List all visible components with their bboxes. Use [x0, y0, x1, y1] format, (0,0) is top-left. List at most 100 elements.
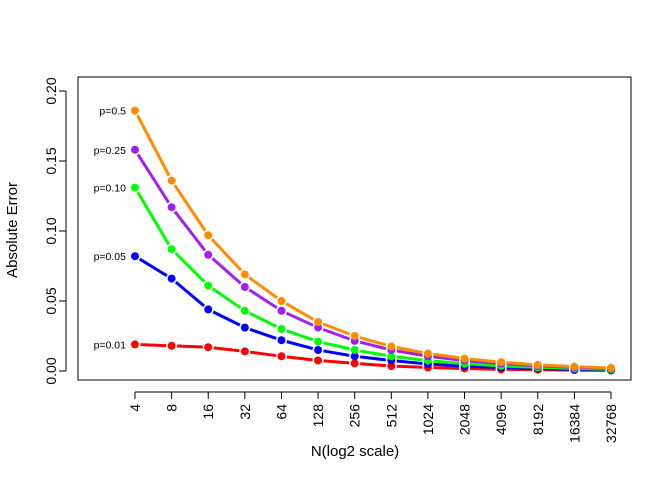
- data-point: [350, 359, 359, 368]
- data-point: [204, 250, 213, 259]
- series-line-segment: [359, 355, 387, 362]
- series-line-segment: [210, 238, 243, 272]
- data-point: [167, 176, 176, 185]
- data-point: [607, 363, 615, 372]
- x-axis: 4 8 16 32 64 128 256 512 1024 2048 4096 8192 16384 32…: [127, 391, 619, 443]
- data-point: [131, 340, 139, 349]
- data-point: [131, 252, 139, 261]
- series-line-segment: [469, 364, 496, 369]
- data-point: [277, 352, 286, 361]
- series-line-segment: [136, 114, 171, 177]
- series-line-segment: [249, 327, 277, 340]
- data-point: [314, 337, 323, 346]
- data-point: [131, 183, 139, 192]
- series-line-segment: [469, 359, 496, 365]
- data-point: [460, 354, 469, 363]
- data-point: [277, 306, 286, 315]
- series-line-segment: [360, 362, 386, 368]
- y-tick-label: 0.05: [43, 287, 59, 314]
- series-line-segment: [138, 257, 168, 278]
- data-point: [350, 346, 359, 354]
- series-label: p=0.25: [94, 145, 127, 157]
- data-point: [204, 281, 213, 290]
- data-point: [204, 305, 213, 314]
- series-label: p=0.5: [99, 106, 126, 118]
- data-point: [167, 274, 176, 283]
- series-p-0-01: [131, 340, 615, 375]
- series-label: p=0.05: [94, 251, 127, 263]
- series-line-segment: [322, 328, 351, 341]
- series-line-segment: [433, 366, 460, 370]
- data-point: [350, 352, 359, 361]
- data-point: [277, 336, 286, 345]
- series-line-segment: [323, 341, 350, 351]
- data-point: [277, 325, 286, 333]
- y-tick-label: 0.10: [43, 217, 59, 244]
- series-line-segment: [396, 355, 423, 362]
- data-point: [167, 245, 176, 254]
- y-tick-label: 0.15: [43, 147, 59, 174]
- data-point: [131, 106, 139, 115]
- data-point: [240, 323, 249, 332]
- series-line-segment: [136, 191, 171, 246]
- data-point: [240, 347, 249, 356]
- x-tick-label: 512: [383, 404, 399, 428]
- series-labels: p=0.01 p=0.05 p=0.10 p=0.25 p=0.5: [94, 106, 127, 352]
- series-line-segment: [173, 184, 207, 232]
- series-line-segment: [396, 364, 423, 369]
- x-tick-label: 2048: [457, 404, 473, 435]
- series-line-segment: [286, 355, 313, 362]
- series-line-segment: [322, 322, 351, 336]
- data-point: [423, 349, 432, 358]
- x-axis-title: N(log2 scale): [311, 443, 399, 460]
- data-point: [240, 270, 249, 279]
- data-point: [387, 362, 396, 371]
- series-layer: [131, 106, 615, 375]
- series-line-segment: [285, 311, 314, 327]
- series-line-segment: [396, 349, 423, 357]
- data-point: [314, 318, 323, 326]
- series-line-segment: [211, 257, 242, 285]
- series-line-segment: [323, 349, 350, 357]
- data-point: [204, 343, 213, 352]
- series-line-segment: [248, 276, 278, 299]
- series-line-segment: [285, 302, 315, 321]
- series-p-0-5: [131, 106, 615, 372]
- y-tick-label: 0.20: [43, 77, 59, 104]
- series-line-segment: [286, 340, 314, 351]
- series-line-segment: [212, 310, 241, 327]
- series-p-0-25: [131, 145, 615, 373]
- x-tick-label: 16384: [566, 404, 582, 443]
- data-point: [131, 145, 139, 154]
- x-tick-label: 4: [127, 404, 143, 412]
- y-tick-label: 0.00: [43, 357, 59, 384]
- y-axis-title: Absolute Error: [4, 182, 21, 278]
- series-line-segment: [173, 210, 207, 252]
- series-line-segment: [396, 346, 423, 354]
- data-point: [167, 341, 176, 350]
- x-tick-label: 8192: [530, 404, 546, 435]
- series-line-segment: [469, 362, 496, 368]
- data-point: [387, 342, 396, 351]
- x-tick-label: 16: [200, 404, 216, 420]
- series-label: p=0.10: [94, 183, 127, 195]
- series-line-segment: [323, 359, 350, 365]
- data-point: [240, 283, 249, 291]
- series-line-segment: [177, 344, 203, 349]
- plot-frame: [77, 76, 632, 381]
- data-point: [277, 297, 286, 305]
- series-line-segment: [506, 361, 533, 366]
- series-label: p=0.01: [94, 339, 127, 351]
- data-point: [497, 358, 506, 367]
- data-point: [570, 362, 579, 371]
- data-point: [167, 203, 176, 212]
- x-tick-label: 32: [237, 404, 253, 420]
- series-line-segment: [211, 287, 242, 309]
- series-line-segment: [136, 153, 170, 204]
- x-tick-label: 4096: [493, 404, 509, 435]
- x-tick-label: 64: [273, 404, 289, 420]
- series-line-segment: [250, 350, 277, 358]
- series-line-segment: [359, 349, 387, 357]
- series-line-segment: [470, 367, 496, 371]
